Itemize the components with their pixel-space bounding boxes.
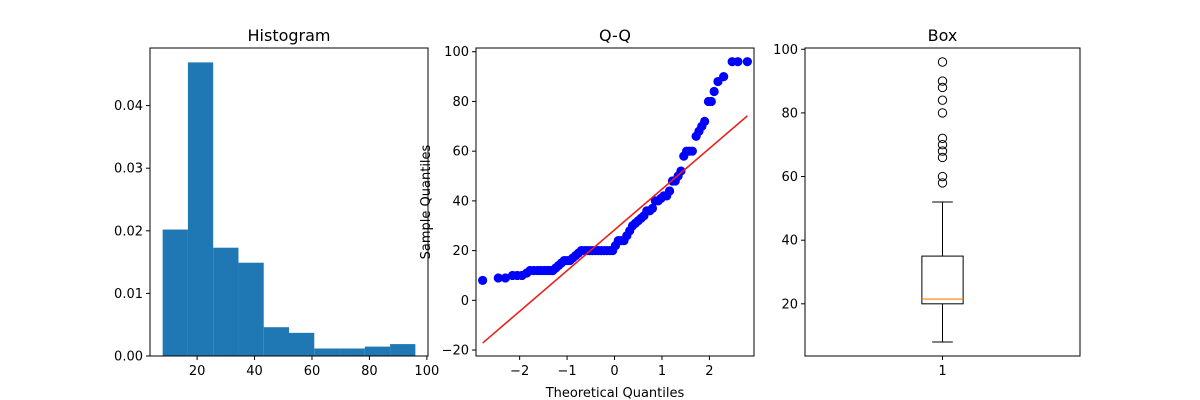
histogram-bar xyxy=(162,229,188,356)
chart-title: Box xyxy=(928,26,958,45)
y-tick-label: 40 xyxy=(781,234,798,249)
y-tick-label: 20 xyxy=(781,297,798,312)
x-tick-label: 1 xyxy=(938,364,946,379)
histogram-bar xyxy=(390,344,416,356)
histogram-bar xyxy=(314,348,340,356)
outlier-point xyxy=(937,95,948,105)
reference-line xyxy=(482,115,748,344)
y-axis-label: Sample Quantiles xyxy=(419,144,434,259)
y-tick-label: 80 xyxy=(781,106,798,121)
qq-point xyxy=(706,96,716,107)
y-tick-label: 60 xyxy=(781,170,798,185)
qq-point xyxy=(709,86,719,97)
y-tick-label: −20 xyxy=(442,344,469,359)
y-tick-label: 0.03 xyxy=(114,162,143,177)
outlier-point xyxy=(937,140,948,150)
qq-point xyxy=(719,71,729,82)
histogram-bar xyxy=(364,346,391,356)
outlier-point xyxy=(937,57,948,67)
x-tick-label: −1 xyxy=(557,364,576,379)
qq-point xyxy=(687,146,697,156)
qq-point xyxy=(742,57,752,67)
histogram-bar xyxy=(213,247,239,356)
y-tick-label: 0 xyxy=(461,294,469,309)
y-tick-label: 20 xyxy=(452,244,469,259)
histogram-bar xyxy=(238,262,264,356)
x-tick-label: 100 xyxy=(414,364,439,379)
y-tick-label: 100 xyxy=(773,43,798,58)
histogram-bar xyxy=(187,62,214,356)
qq-point xyxy=(664,186,675,196)
box-plot-panel: Box 20 40 60 80 100 1 xyxy=(773,26,1081,379)
qq-plot-panel: Q-Q −20 0 20 40 60 80 100 −2 −1 0 1 2 Theoretical Qua… xyxy=(419,26,755,400)
histogram-bar xyxy=(263,327,289,356)
qq-point xyxy=(733,57,743,67)
y-tick-label: 0.00 xyxy=(114,350,143,365)
histogram-panel: Histogram 0.00 0.01 0.02 0.03 0.04 20 40 60 80 100 xyxy=(114,26,439,379)
outlier-point xyxy=(937,152,948,163)
y-tick-label: 0.04 xyxy=(114,99,143,114)
y-tick-label: 60 xyxy=(452,145,469,160)
x-tick-label: −2 xyxy=(510,364,529,379)
chart-title: Histogram xyxy=(248,26,331,45)
x-tick-label: 80 xyxy=(361,364,378,379)
x-tick-label: 1 xyxy=(658,364,666,379)
qq-point xyxy=(500,273,511,283)
outlier-point xyxy=(937,108,948,118)
y-tick-label: 100 xyxy=(444,45,469,60)
outlier-point xyxy=(937,82,948,93)
qq-point xyxy=(647,203,658,213)
x-tick-label: 2 xyxy=(705,364,713,379)
histogram-bar xyxy=(289,332,315,356)
y-tick-label: 0.02 xyxy=(114,224,143,239)
x-tick-label: 20 xyxy=(189,364,206,379)
y-tick-label: 0.01 xyxy=(114,287,143,302)
qq-point xyxy=(700,116,710,126)
outlier-point xyxy=(937,178,948,188)
chart-title: Q-Q xyxy=(599,26,631,45)
histogram-bar xyxy=(339,348,365,356)
outlier-point xyxy=(937,146,948,156)
qq-point xyxy=(676,166,686,176)
qq-point xyxy=(478,275,488,286)
outlier-point xyxy=(937,133,948,144)
x-tick-label: 40 xyxy=(246,364,263,379)
y-tick-label: 40 xyxy=(452,194,469,209)
plot-frame xyxy=(149,47,429,357)
qq-point xyxy=(493,273,503,283)
y-tick-label: 80 xyxy=(452,95,469,110)
x-tick-label: 0 xyxy=(610,364,618,379)
x-axis-label: Theoretical Quantiles xyxy=(545,386,685,400)
outlier-point xyxy=(937,76,948,86)
iqr-box xyxy=(921,255,964,305)
x-tick-label: 60 xyxy=(304,364,321,379)
outlier-point xyxy=(937,171,948,182)
